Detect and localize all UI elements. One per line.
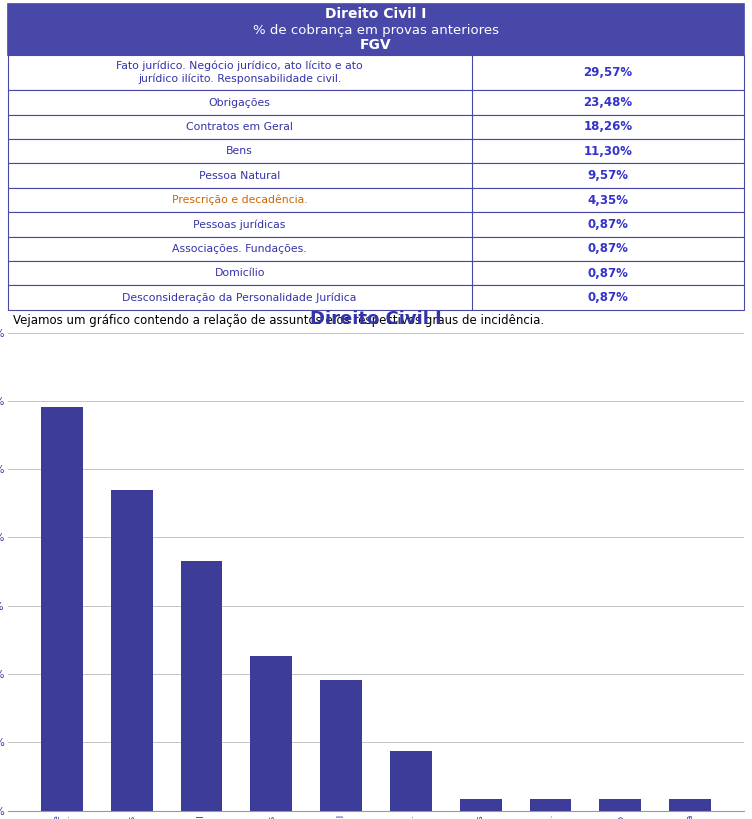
Text: 0,87%: 0,87% xyxy=(588,242,629,256)
Text: Associações. Fundações.: Associações. Fundações. xyxy=(172,244,307,254)
Text: 18,26%: 18,26% xyxy=(584,120,632,133)
Text: Domicílio: Domicílio xyxy=(214,269,265,278)
Bar xyxy=(111,490,153,811)
Bar xyxy=(529,799,572,811)
Text: 4,35%: 4,35% xyxy=(587,193,629,206)
Bar xyxy=(180,561,223,811)
Bar xyxy=(599,799,641,811)
Text: % de cobrança em provas anteriores: % de cobrança em provas anteriores xyxy=(253,24,499,37)
Text: Desconsideração da Personalidade Jurídica: Desconsideração da Personalidade Jurídic… xyxy=(123,292,357,303)
Text: 9,57%: 9,57% xyxy=(587,170,629,182)
Bar xyxy=(250,656,293,811)
Text: 23,48%: 23,48% xyxy=(584,96,632,109)
Text: 0,87%: 0,87% xyxy=(588,218,629,231)
Text: 0,87%: 0,87% xyxy=(588,291,629,304)
Title: Direito Civil I: Direito Civil I xyxy=(310,310,442,328)
Text: Pessoas jurídicas: Pessoas jurídicas xyxy=(193,219,286,229)
Text: Pessoa Natural: Pessoa Natural xyxy=(199,170,280,181)
Text: Bens: Bens xyxy=(226,147,253,156)
FancyBboxPatch shape xyxy=(8,286,744,310)
FancyBboxPatch shape xyxy=(8,212,744,237)
Text: FGV: FGV xyxy=(360,38,392,52)
FancyBboxPatch shape xyxy=(8,90,744,115)
Text: 11,30%: 11,30% xyxy=(584,145,632,158)
FancyBboxPatch shape xyxy=(8,237,744,261)
Bar xyxy=(320,680,362,811)
Text: Contratos em Geral: Contratos em Geral xyxy=(186,122,293,132)
Text: Obrigações: Obrigações xyxy=(209,97,271,107)
FancyBboxPatch shape xyxy=(8,164,744,188)
Text: 29,57%: 29,57% xyxy=(584,66,632,79)
Bar xyxy=(390,751,432,811)
FancyBboxPatch shape xyxy=(8,115,744,139)
FancyBboxPatch shape xyxy=(8,188,744,212)
FancyBboxPatch shape xyxy=(8,139,744,164)
Bar xyxy=(41,407,83,811)
Text: Vejamos um gráfico contendo a relação de assuntos e os respectivos graus de inci: Vejamos um gráfico contendo a relação de… xyxy=(14,314,544,327)
Text: Prescrição e decadência.: Prescrição e decadência. xyxy=(172,195,308,206)
FancyBboxPatch shape xyxy=(8,55,744,90)
Text: 0,87%: 0,87% xyxy=(588,267,629,280)
Bar xyxy=(669,799,711,811)
Bar xyxy=(459,799,502,811)
FancyBboxPatch shape xyxy=(8,4,744,55)
Text: Fato jurídico. Negócio jurídico, ato lícito e ato
jurídico ilícito. Responsabili: Fato jurídico. Negócio jurídico, ato líc… xyxy=(117,61,363,84)
FancyBboxPatch shape xyxy=(8,261,744,286)
Text: Direito Civil I: Direito Civil I xyxy=(326,7,426,21)
